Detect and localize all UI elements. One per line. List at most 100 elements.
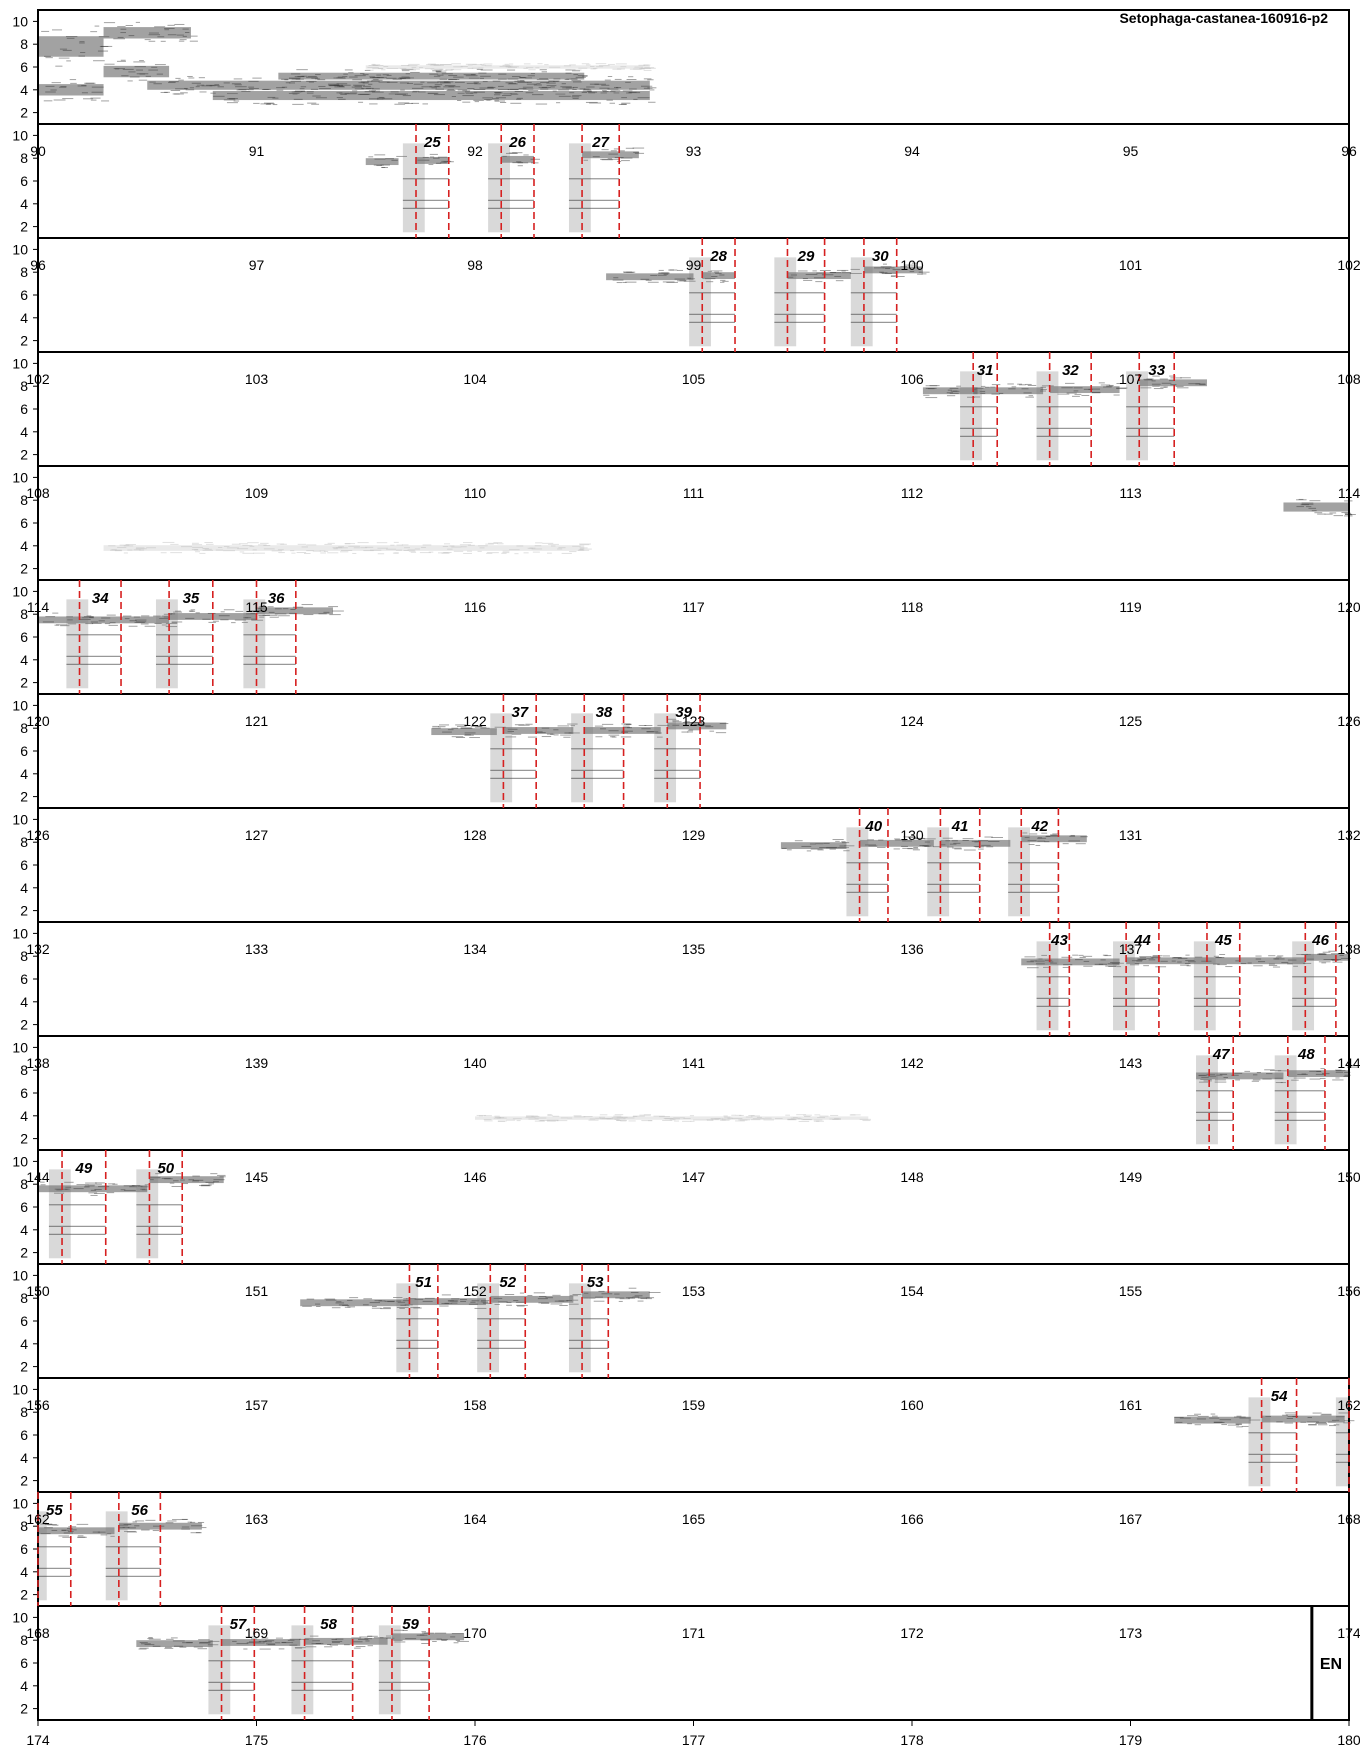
note-column [291, 1625, 314, 1715]
time-label: 118 [901, 599, 924, 615]
tone-band [667, 722, 727, 730]
selection-label: 53 [587, 1274, 604, 1291]
note-column [689, 257, 711, 347]
y-tick-label: 10 [12, 1381, 28, 1397]
time-label: 96 [30, 257, 46, 273]
tone-band [1196, 1072, 1284, 1080]
time-label: 164 [463, 1511, 487, 1527]
time-label: 154 [900, 1283, 924, 1299]
y-tick-label: 4 [20, 994, 28, 1010]
row-frame [37, 9, 1350, 125]
tone-band [103, 545, 585, 551]
tone-band [1283, 502, 1349, 512]
time-label: 127 [245, 827, 269, 843]
selection-label: 35 [183, 590, 200, 607]
time-label: 119 [1119, 599, 1142, 615]
tone-band [582, 151, 639, 159]
y-tick-label: 2 [20, 1587, 28, 1603]
selection-label: 25 [423, 134, 441, 151]
y-tick-label: 8 [20, 264, 28, 280]
y-tick-label: 2 [20, 1017, 28, 1033]
selection-label: 47 [1212, 1046, 1230, 1063]
note-column [1292, 941, 1315, 1031]
x-axis-tick-label: 174 [26, 1732, 50, 1748]
time-label: 103 [245, 371, 269, 387]
note-column [1248, 1397, 1271, 1487]
tone-band [278, 72, 585, 80]
time-label: 114 [1338, 485, 1360, 501]
selection-label: 26 [508, 134, 526, 151]
tone-band [1021, 958, 1120, 966]
y-tick-label: 8 [20, 150, 28, 166]
selection-label: 32 [1062, 362, 1079, 379]
tone-band [136, 1640, 213, 1648]
time-label: 108 [1337, 371, 1360, 387]
y-tick-label: 8 [20, 948, 28, 964]
selection-label: 39 [675, 704, 692, 721]
y-tick-label: 6 [20, 401, 28, 417]
tone-band [922, 387, 978, 395]
time-label: 146 [463, 1169, 487, 1185]
time-label: 168 [26, 1625, 50, 1641]
time-label: 115 [245, 599, 268, 615]
tone-band [584, 727, 661, 734]
tone-band [1126, 957, 1306, 965]
note-column [208, 1625, 231, 1715]
selection-label: 59 [402, 1616, 419, 1633]
time-label: 171 [682, 1625, 706, 1641]
time-label: 162 [26, 1511, 50, 1527]
time-label: 126 [1337, 713, 1360, 729]
tone-band [702, 272, 736, 280]
row-frame [37, 579, 1350, 695]
time-label: 128 [463, 827, 487, 843]
time-label: 107 [1119, 371, 1143, 387]
time-label: 151 [245, 1283, 269, 1299]
selection-label: 37 [511, 704, 528, 721]
y-tick-label: 8 [20, 1176, 28, 1192]
time-label: 99 [686, 257, 702, 273]
y-tick-label: 6 [20, 1655, 28, 1671]
note-column [1036, 371, 1059, 461]
note-column [1196, 1055, 1218, 1145]
note-column [66, 599, 89, 689]
selection-label: 52 [499, 1274, 516, 1291]
time-label: 153 [682, 1283, 706, 1299]
y-tick-label: 4 [20, 424, 28, 440]
y-tick-label: 8 [20, 720, 28, 736]
note-column [488, 143, 510, 233]
tone-band [391, 1633, 465, 1641]
time-label: 161 [1119, 1397, 1143, 1413]
note-column [571, 713, 593, 803]
y-tick-label: 8 [20, 1632, 28, 1648]
y-tick-label: 8 [20, 378, 28, 394]
note-column [1193, 941, 1216, 1031]
selection-label: 40 [864, 818, 882, 835]
y-tick-label: 8 [20, 1404, 28, 1420]
time-label: 131 [1119, 827, 1143, 843]
tone-band [787, 272, 851, 280]
time-label: 130 [900, 827, 924, 843]
time-label: 129 [682, 827, 706, 843]
y-tick-label: 10 [12, 1609, 28, 1625]
y-tick-label: 6 [20, 515, 28, 531]
note-column [477, 1283, 500, 1373]
row-frame [37, 693, 1350, 809]
note-column [38, 1511, 47, 1601]
time-label: 173 [1119, 1625, 1143, 1641]
tone-band [38, 616, 170, 624]
y-tick-label: 4 [20, 196, 28, 212]
tone-band [212, 90, 650, 101]
y-tick-label: 4 [20, 652, 28, 668]
note-column [1274, 1055, 1297, 1145]
tone-band [606, 273, 694, 281]
y-tick-label: 2 [20, 789, 28, 805]
y-tick-label: 2 [20, 903, 28, 919]
chart-title: Setophaga-castanea-160916-p2 [1119, 10, 1328, 26]
y-tick-label: 2 [20, 105, 28, 121]
time-label: 132 [1337, 827, 1360, 843]
time-label: 110 [464, 485, 487, 501]
time-label: 120 [1337, 599, 1360, 615]
tone-band [38, 84, 104, 96]
selection-label: 28 [709, 248, 727, 265]
x-axis-tick-label: 179 [1119, 1732, 1143, 1748]
